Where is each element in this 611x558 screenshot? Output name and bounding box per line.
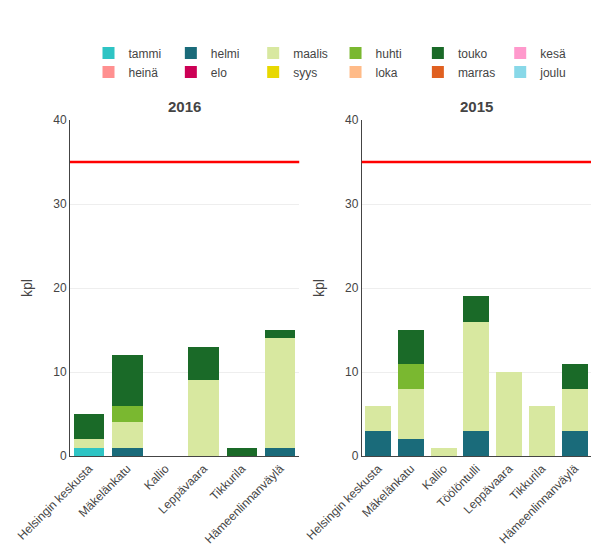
svg-text:Mäkelänkatu: Mäkelänkatu [76,462,134,520]
svg-text:0: 0 [60,449,67,463]
svg-text:2015: 2015 [460,98,493,115]
svg-text:Leppävaara: Leppävaara [155,462,210,517]
svg-text:Leppävaara: Leppävaara [461,462,516,517]
svg-text:40: 40 [53,113,67,127]
svg-text:Helsingin keskusta: Helsingin keskusta [304,462,385,543]
svg-text:loka: loka [376,66,398,80]
svg-text:Hämeenlinnanväylä: Hämeenlinnanväylä [202,462,287,547]
svg-text:kpl: kpl [19,279,35,297]
svg-text:marras: marras [458,66,495,80]
svg-text:20: 20 [53,281,67,295]
svg-text:2016: 2016 [168,98,201,115]
svg-text:tammi: tammi [129,47,162,61]
svg-text:0: 0 [352,449,359,463]
svg-text:10: 10 [345,365,359,379]
svg-text:huhti: huhti [376,47,402,61]
svg-text:Hämeenlinnanväylä: Hämeenlinnanväylä [497,462,582,547]
svg-text:10: 10 [53,365,67,379]
svg-text:helmi: helmi [211,47,240,61]
svg-text:maalis: maalis [293,47,328,61]
svg-text:Töölöntulli: Töölöntulli [434,462,483,511]
svg-text:Mäkelänkatu: Mäkelänkatu [359,462,417,520]
svg-text:kpl: kpl [311,279,327,297]
svg-text:30: 30 [345,197,359,211]
svg-text:joulu: joulu [539,66,565,80]
svg-text:syys: syys [293,66,317,80]
svg-text:Tikkurila: Tikkurila [507,462,548,503]
svg-text:elo: elo [211,66,227,80]
svg-text:Kallio: Kallio [141,462,172,493]
svg-text:40: 40 [345,113,359,127]
svg-text:20: 20 [345,281,359,295]
svg-text:touko: touko [458,47,488,61]
svg-text:30: 30 [53,197,67,211]
svg-text:Helsingin keskusta: Helsingin keskusta [15,462,96,543]
svg-text:heinä: heinä [129,66,159,80]
svg-text:kesä: kesä [540,47,566,61]
svg-text:Kallio: Kallio [419,462,450,493]
svg-text:Tikkurila: Tikkurila [207,462,248,503]
